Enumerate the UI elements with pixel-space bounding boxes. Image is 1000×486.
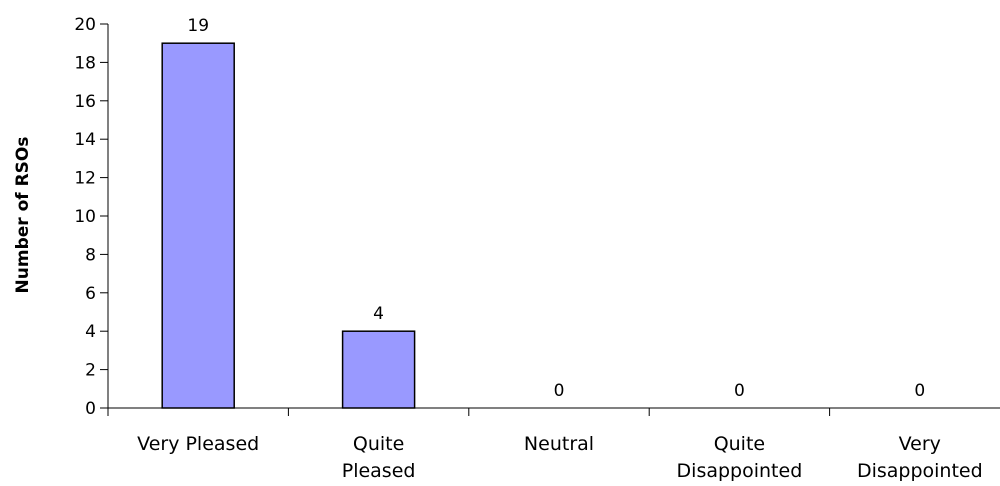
y-tick-label: 14 <box>74 130 96 150</box>
bar <box>341 330 416 409</box>
y-axis: 0 2 4 6 8 10 12 14 16 18 20 <box>74 15 109 419</box>
data-label: 4 <box>373 304 384 324</box>
y-tick-label: 16 <box>74 92 96 112</box>
y-tick-label: 0 <box>85 399 96 419</box>
data-label: 0 <box>554 381 565 401</box>
x-category-label: Neutral <box>524 433 594 455</box>
y-tick-label: 6 <box>85 284 96 304</box>
y-tick-label: 20 <box>74 15 96 35</box>
y-tick-label: 2 <box>85 361 96 381</box>
bars <box>161 42 416 409</box>
x-axis <box>107 407 1000 416</box>
category-labels: Very Pleased Quite Pleased Neutral Quite Disa… <box>137 433 982 482</box>
x-category-label: Very Disappointed <box>857 433 983 482</box>
data-label: 19 <box>187 16 209 36</box>
data-label: 0 <box>734 381 745 401</box>
data-label: 0 <box>914 381 925 401</box>
data-labels: 19 4 0 0 0 <box>187 16 925 401</box>
x-category-label: Quite Disappointed <box>677 433 803 482</box>
bar <box>161 42 235 409</box>
y-tick-label: 12 <box>74 169 96 189</box>
x-category-label: Very Pleased <box>137 433 259 455</box>
y-tick-label: 8 <box>85 245 96 265</box>
y-tick-label: 4 <box>85 322 96 342</box>
y-tick-label: 18 <box>74 53 96 73</box>
y-tick-label: 10 <box>74 207 96 227</box>
y-axis-label: Number of RSOs <box>13 137 33 294</box>
x-category-label: Quite Pleased <box>342 433 416 482</box>
